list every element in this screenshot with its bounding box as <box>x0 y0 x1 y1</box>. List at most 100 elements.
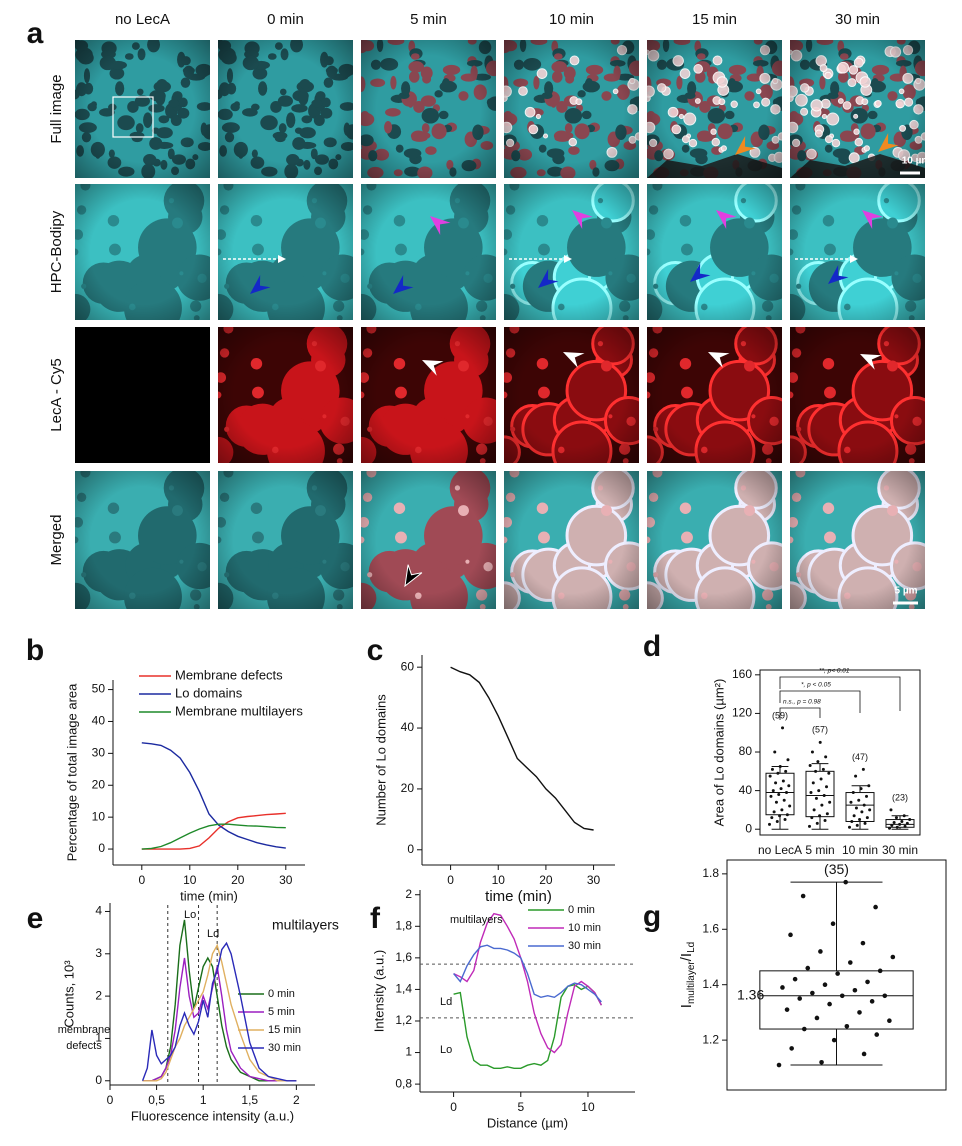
arrowhead <box>862 210 883 229</box>
data-point <box>827 1001 832 1007</box>
series-line <box>141 812 286 850</box>
column-header: 10 min <box>549 11 594 28</box>
vignette <box>504 184 639 320</box>
series-line <box>142 943 297 1082</box>
x-tick-label: 30 <box>279 873 293 887</box>
data-point <box>810 750 814 754</box>
y-tick-label: 1.2 <box>702 1032 719 1046</box>
y-tick-label: 3 <box>95 946 102 960</box>
data-point <box>774 781 778 785</box>
panel-label: f <box>370 902 381 935</box>
data-point <box>788 932 793 938</box>
x-tick-label: 20 <box>539 873 553 887</box>
y-tick-label: 40 <box>401 720 415 734</box>
arrowhead <box>735 136 756 155</box>
y-tick-label: 1.8 <box>702 866 719 880</box>
data-point <box>825 812 829 816</box>
data-point <box>854 806 858 810</box>
data-point <box>827 771 831 775</box>
arrowhead <box>716 210 737 229</box>
data-point <box>849 800 853 804</box>
data-point <box>890 823 894 827</box>
data-point <box>874 1032 880 1037</box>
vignette <box>75 40 210 178</box>
annotation: Lo <box>184 909 196 921</box>
data-point <box>862 803 866 807</box>
row-label: LecA - Cy5 <box>48 358 65 431</box>
data-point <box>861 767 865 771</box>
data-point <box>889 808 893 812</box>
data-point <box>900 819 904 823</box>
x-axis-label: time (min) <box>180 888 238 903</box>
scale-label: 10 µm <box>902 156 931 167</box>
box <box>759 970 914 1030</box>
vignette <box>647 40 782 178</box>
legend-label: Membrane multilayers <box>175 703 303 718</box>
column-header: 5 min <box>410 11 447 28</box>
profile-arrow <box>850 255 858 263</box>
arrowhead <box>690 263 711 282</box>
data-point <box>902 814 906 818</box>
data-point <box>810 990 815 996</box>
significance-bracket <box>779 690 861 713</box>
micrograph <box>504 471 639 609</box>
data-point <box>873 904 878 910</box>
data-point <box>887 1018 892 1024</box>
data-point <box>808 824 811 828</box>
data-point <box>802 1026 807 1032</box>
data-point <box>835 971 840 976</box>
data-point <box>776 1062 782 1068</box>
vignette <box>647 471 782 609</box>
micrograph <box>361 471 496 609</box>
data-point <box>814 1015 820 1021</box>
data-point <box>819 1059 824 1065</box>
data-point <box>815 821 819 825</box>
data-point <box>808 764 812 768</box>
vignette <box>361 184 496 320</box>
column-header: 30 min <box>835 11 880 28</box>
micrograph <box>504 327 639 463</box>
data-point <box>822 982 828 987</box>
x-axis-label: Fluorescence intensity (a.u.) <box>131 1108 294 1123</box>
vignette <box>218 184 353 320</box>
data-point <box>848 825 851 829</box>
label-part: Ld <box>686 942 697 953</box>
data-point <box>831 1037 837 1043</box>
arrowhead <box>878 133 899 152</box>
data-point <box>810 816 814 820</box>
data-point <box>773 750 777 754</box>
micrograph <box>75 471 210 609</box>
vignette <box>504 40 639 178</box>
y-tick-label: 4 <box>95 904 102 918</box>
y-tick-label: 120 <box>732 706 752 720</box>
data-point <box>781 726 785 730</box>
legend-label: Membrane defects <box>175 667 283 682</box>
arrowhead <box>422 360 444 376</box>
data-point <box>852 987 858 993</box>
data-point <box>822 793 826 797</box>
profile-arrow <box>278 255 286 263</box>
legend-label: 0 min <box>268 988 295 1000</box>
y-axis-label: Area of Lo domains (µm²) <box>711 679 726 827</box>
series-line <box>142 919 297 1082</box>
vignette <box>75 184 210 320</box>
legend-label: 5 min <box>268 1006 295 1018</box>
data-point <box>860 810 864 814</box>
micrograph <box>361 184 496 320</box>
legend-label: 15 min <box>268 1024 301 1036</box>
column-header: no LecA <box>115 11 170 28</box>
y-tick-label: 40 <box>92 714 106 728</box>
y-axis-label: Imultilayer/ILd <box>678 942 697 1008</box>
micrograph <box>504 40 639 178</box>
data-point <box>821 767 825 771</box>
data-point <box>890 954 896 960</box>
count-label: (23) <box>892 792 908 802</box>
legend-label: 30 min <box>268 1042 301 1054</box>
data-point <box>865 794 869 798</box>
legend-label: 30 min <box>568 940 601 952</box>
arrowhead <box>404 564 423 588</box>
data-point <box>877 968 883 974</box>
annotation: multilayers <box>272 917 339 933</box>
data-point <box>768 774 772 778</box>
micrograph <box>218 40 353 178</box>
